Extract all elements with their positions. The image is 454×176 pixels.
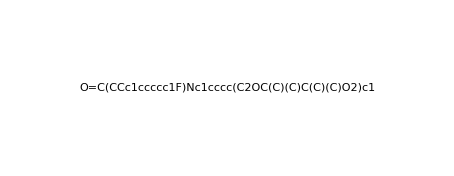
Text: O=C(CCc1ccccc1F)Nc1cccc(C2OC(C)(C)C(C)(C)O2)c1: O=C(CCc1ccccc1F)Nc1cccc(C2OC(C)(C)C(C)(C… bbox=[79, 83, 375, 93]
